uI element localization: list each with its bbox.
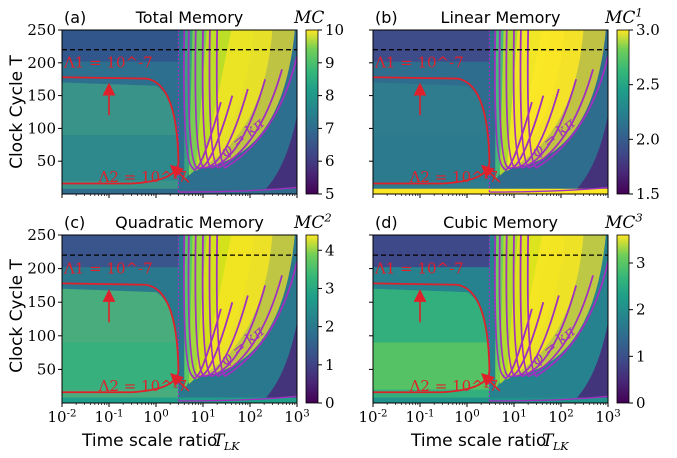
y-tick-label: 250 [27, 21, 56, 39]
colorbar-tick-label: 3.0 [636, 21, 660, 39]
x-tick-label: 101 [190, 408, 216, 426]
panel-1: Λ1 = 10^-7Λ2 = 10^-7φ = kπ50100150200250… [27, 8, 344, 203]
svg-text:Time scale ratio: Time scale ratio [410, 431, 546, 451]
y-tick-label: 100 [27, 327, 56, 345]
plot-frame [372, 234, 609, 404]
phase-lines [183, 30, 297, 171]
svg-text:Time scale ratio: Time scale ratio [81, 431, 217, 451]
panel-label: (c) [64, 213, 85, 232]
x-tick-label: 10-1 [94, 408, 123, 426]
lambda1-annotation: Λ1 = 10^-7 [63, 259, 153, 277]
x-tick-label: 103 [595, 408, 621, 426]
colorbar-tick-label: 2 [636, 301, 646, 319]
colorbar-tick-label: 2.5 [636, 76, 660, 94]
colorbar-label: MC2 [293, 211, 332, 233]
plot-frame [61, 234, 298, 404]
heatmap [62, 235, 297, 403]
colorbar-tick-label: 8 [325, 87, 335, 105]
panel-label: (d) [375, 213, 398, 232]
colorbar-label: MC1 [604, 6, 643, 28]
colorbar-tick-label: 7 [325, 119, 335, 137]
lambda1-annotation: Λ1 = 10^-7 [374, 53, 464, 71]
colorbar [305, 234, 319, 404]
svg-text:T: T [213, 431, 226, 451]
plot-frame [61, 29, 298, 195]
lambda2-annotation: Λ2 = 10^-7 [409, 168, 499, 186]
x-tick-label: 102 [548, 408, 574, 426]
lambda2-annotation: Λ2 = 10^-7 [98, 377, 188, 395]
svg-text:T: T [542, 431, 555, 451]
panel-2: Λ1 = 10^-7Λ2 = 10^-7φ = kπ(b) Linear Memo… [369, 6, 660, 203]
y-tick-label: 100 [27, 119, 56, 137]
y-axis-label-bottom: Clock Cycle T [7, 258, 27, 372]
x-tick-label: 10-1 [405, 408, 434, 426]
lambda-contour [373, 76, 491, 185]
diag-arrow [170, 164, 190, 183]
colorbar-tick-label: 1.5 [636, 185, 660, 203]
svg-text:LK: LK [223, 440, 240, 453]
phase-lines [183, 235, 297, 379]
lambda-contour [373, 282, 491, 394]
heatmap [373, 235, 608, 403]
x-tick-label: 10-2 [47, 408, 76, 426]
y-tick-label: 150 [27, 87, 56, 105]
colorbar-tick-label: 9 [325, 54, 335, 72]
panel-title: Cubic Memory [443, 213, 558, 232]
colorbar-tick-label: 2.0 [636, 130, 660, 148]
diag-arrow [170, 373, 190, 392]
panel-title: Linear Memory [441, 8, 561, 27]
lambda2-annotation: Λ2 = 10^-7 [98, 168, 188, 186]
svg-text:LK: LK [552, 440, 569, 453]
x-axis-label-right: Time scale ratio T LK [410, 431, 569, 453]
colorbar-tick-label: 6 [325, 152, 335, 170]
panel-3: Λ1 = 10^-7Λ2 = 10^-7φ = kπ50100150200250… [27, 211, 334, 426]
x-axis-label-left: Time scale ratio T LK [81, 431, 240, 453]
colorbar-tick-label: 3 [325, 279, 335, 297]
y-tick-label: 50 [37, 360, 56, 378]
diag-arrow [481, 164, 501, 183]
x-tick-label: 100 [454, 408, 480, 426]
colorbar-label: MC3 [604, 211, 643, 233]
lambda1-annotation: Λ1 = 10^-7 [374, 259, 464, 277]
lambda-contour [62, 76, 180, 185]
panel-title: Total Memory [135, 8, 244, 27]
lambda-contour [62, 282, 180, 394]
x-tick-label: 100 [143, 408, 169, 426]
colorbar-tick-label: 0 [636, 394, 646, 412]
colorbar-tick-label: 1 [325, 356, 335, 374]
x-tick-label: 10-2 [358, 408, 387, 426]
panel-label: (a) [64, 8, 86, 27]
lambda1-annotation: Λ1 = 10^-7 [63, 53, 153, 71]
y-tick-label: 200 [27, 260, 56, 278]
colorbar-tick-label: 0 [325, 394, 335, 412]
colorbar-tick-label: 2 [325, 318, 335, 336]
colorbar [616, 29, 630, 195]
x-tick-label: 102 [237, 408, 263, 426]
phase-lines [494, 235, 608, 379]
colorbar-tick-label: 4 [325, 241, 335, 259]
plot-frame [372, 29, 609, 195]
colorbar-tick-label: 5 [325, 185, 335, 203]
colorbar [305, 29, 319, 195]
y-tick-label: 150 [27, 293, 56, 311]
phase-lines [494, 30, 608, 171]
colorbar-tick-label: 10 [325, 21, 344, 39]
y-tick-label: 200 [27, 54, 56, 72]
x-tick-label: 103 [284, 408, 310, 426]
y-tick-label: 250 [27, 226, 56, 244]
panel-title: Quadratic Memory [115, 213, 264, 232]
diag-arrow [481, 373, 501, 392]
colorbar-label: MC [293, 8, 324, 28]
colorbar [616, 234, 630, 404]
y-axis-label-top: Clock Cycle T [7, 54, 27, 168]
panel-label: (b) [375, 8, 398, 27]
lambda2-annotation: Λ2 = 10^-7 [409, 377, 499, 395]
colorbar-tick-label: 3 [636, 254, 646, 272]
x-tick-label: 101 [501, 408, 527, 426]
colorbar-tick-label: 1 [636, 347, 646, 365]
y-tick-label: 50 [37, 152, 56, 170]
